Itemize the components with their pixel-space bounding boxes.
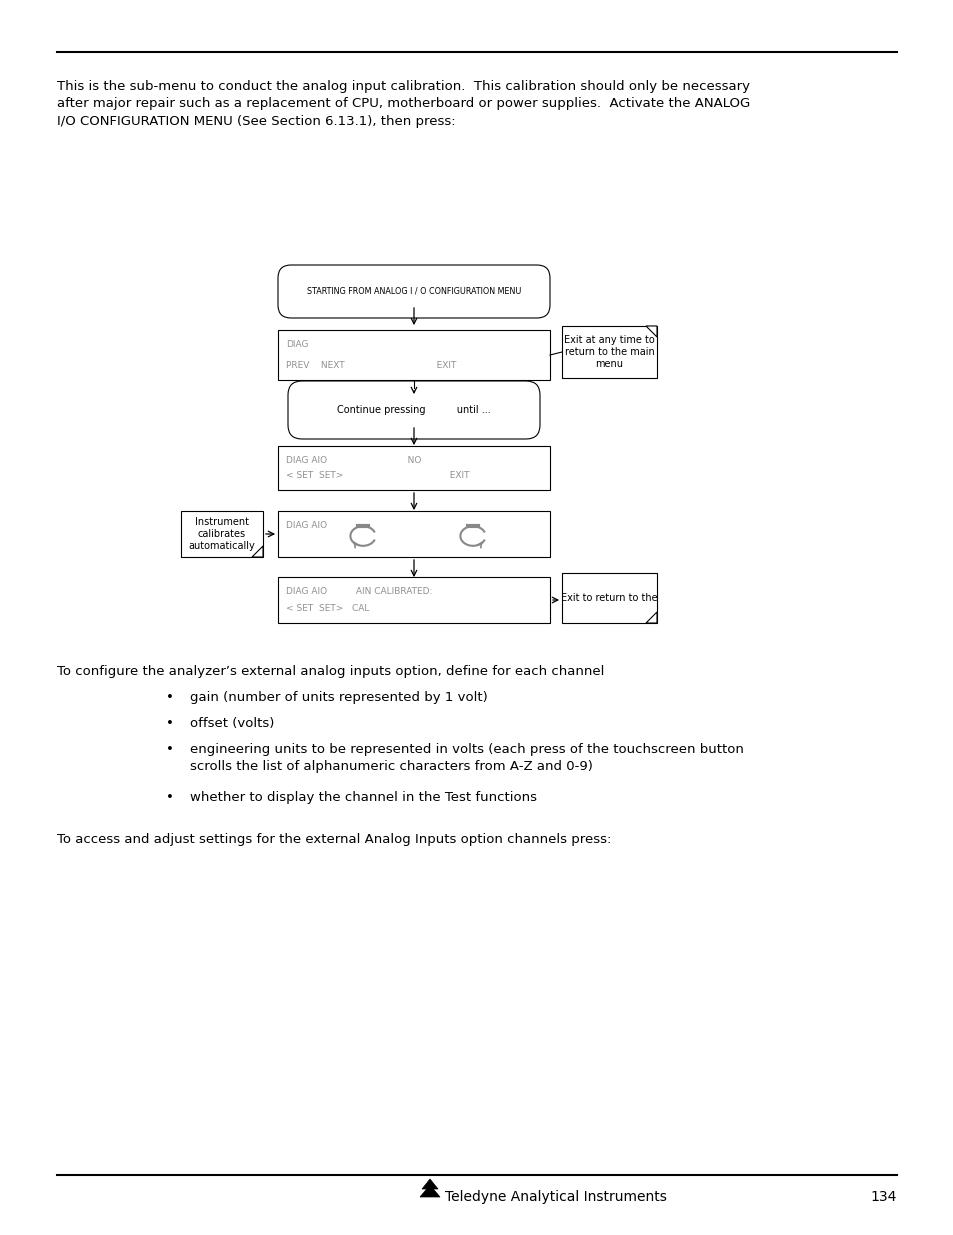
FancyBboxPatch shape [288,382,539,438]
FancyBboxPatch shape [277,266,550,317]
Polygon shape [252,546,263,557]
Text: < SET  SET>                                     EXIT: < SET SET> EXIT [286,471,469,480]
Text: engineering units to be represented in volts (each press of the touchscreen butt: engineering units to be represented in v… [190,743,743,773]
Text: •: • [166,743,173,756]
Text: STARTING FROM ANALOG I / O CONFIGURATION MENU: STARTING FROM ANALOG I / O CONFIGURATION… [307,287,520,296]
Bar [561,326,657,378]
Text: Instrument
calibrates
automatically: Instrument calibrates automatically [189,517,255,551]
Bar [277,511,550,557]
Polygon shape [421,1179,437,1189]
Text: This is the sub-menu to conduct the analog input calibration.  This calibration : This is the sub-menu to conduct the anal… [57,80,749,128]
Text: DIAG AIO: DIAG AIO [286,521,327,530]
Bar [277,577,550,622]
Bar [277,446,550,490]
Text: 134: 134 [870,1191,896,1204]
Text: To access and adjust settings for the external Analog Inputs option channels pre: To access and adjust settings for the ex… [57,832,611,846]
Text: DIAG: DIAG [286,340,308,350]
Polygon shape [645,326,657,337]
Polygon shape [419,1186,439,1197]
Text: DIAG AIO                            NO: DIAG AIO NO [286,456,421,466]
Text: •: • [166,790,173,804]
Text: < SET  SET>   CAL: < SET SET> CAL [286,604,369,613]
Bar [561,573,657,622]
Text: •: • [166,692,173,704]
Bar [277,330,550,380]
Bar [181,511,263,557]
Text: Exit to return to the: Exit to return to the [560,593,658,603]
Text: PREV    NEXT                                EXIT: PREV NEXT EXIT [286,361,456,370]
Text: •: • [166,718,173,730]
Text: DIAG AIO          AIN CALIBRATED:: DIAG AIO AIN CALIBRATED: [286,587,432,597]
Text: Exit at any time to
return to the main
menu: Exit at any time to return to the main m… [563,336,654,368]
Polygon shape [645,613,657,622]
Text: offset (volts): offset (volts) [190,718,274,730]
Text: Continue pressing          until ...: Continue pressing until ... [336,405,491,415]
Text: whether to display the channel in the Test functions: whether to display the channel in the Te… [190,790,537,804]
Text: To configure the analyzer’s external analog inputs option, define for each chann: To configure the analyzer’s external ana… [57,664,604,678]
Text: gain (number of units represented by 1 volt): gain (number of units represented by 1 v… [190,692,487,704]
Text: Teledyne Analytical Instruments: Teledyne Analytical Instruments [444,1191,666,1204]
